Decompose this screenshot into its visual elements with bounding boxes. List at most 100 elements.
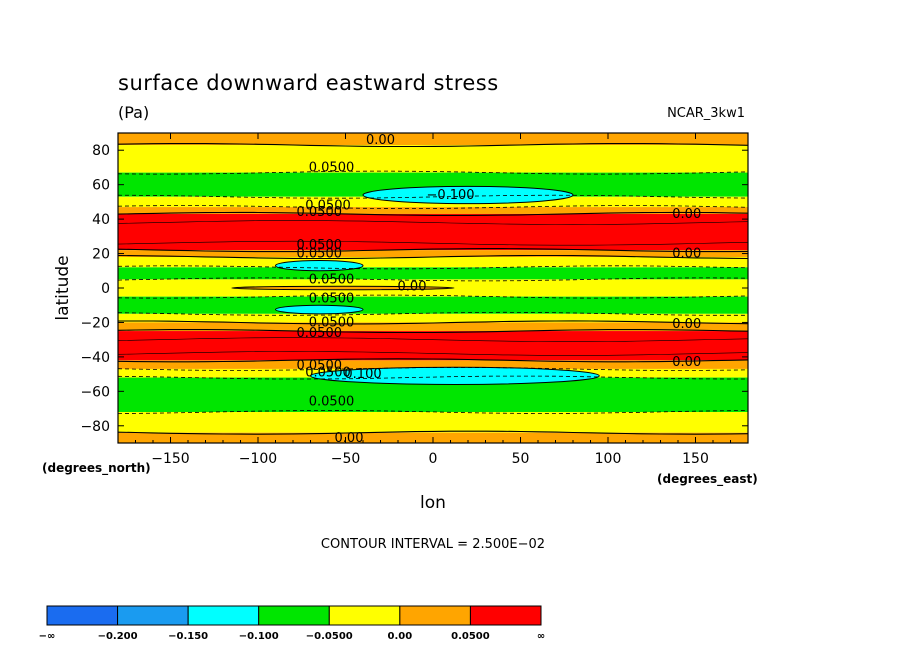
x-tick-label: 100 [595, 451, 622, 467]
contour-band-0 [118, 133, 748, 146]
contour-band-13 [118, 331, 748, 361]
y-tick-label: 20 [92, 247, 110, 263]
contour-line-16 [117, 410, 749, 414]
colorbar-swatch [258, 605, 330, 626]
colorbar-swatch [117, 605, 189, 626]
y-tick-label: 60 [92, 178, 110, 194]
contour-line-5 [117, 248, 749, 253]
contour-line-9 [117, 294, 749, 299]
x-tick-label: 50 [512, 451, 530, 467]
colorbar: −∞ −0.200 −0.150 −0.100 −0.0500 0.00 0.0500 ∞ [39, 605, 545, 642]
contour-label: 0.0500 [305, 365, 351, 380]
contour-band-8 [118, 267, 748, 280]
colorbar-label: −0.200 [98, 631, 138, 642]
colorbar-label: ∞ [537, 631, 545, 642]
contour-line-12 [117, 329, 749, 334]
contour-label: 0.00 [672, 207, 701, 222]
chart-units: (Pa) [118, 103, 149, 122]
contour-line-10 [117, 311, 748, 316]
contour-line-red-1-1 [117, 351, 749, 356]
y-tick-label: 80 [92, 143, 110, 159]
contour-band-11 [118, 313, 748, 323]
contour-line-red-0-1 [117, 240, 749, 246]
contour-band-10 [118, 296, 748, 314]
contour-line-2 [117, 194, 749, 199]
y-tick-label: −60 [80, 384, 110, 400]
contour-label: −0.100 [426, 188, 474, 203]
y-axis-label: latitude [53, 255, 73, 320]
contour-label: 0.0500 [309, 291, 355, 306]
contour-label: 0.0500 [305, 198, 351, 213]
contour-band-14 [118, 360, 748, 369]
contour-patch-1 [275, 259, 364, 272]
x-tick-label: −100 [239, 451, 277, 467]
contour-line-14 [117, 367, 749, 371]
y-units-label: (degrees_north) [42, 461, 151, 476]
y-tick-label: 0 [101, 281, 110, 297]
x-units-label: (degrees_east) [657, 472, 758, 487]
colorbar-swatch [187, 605, 260, 626]
contour-line-4 [117, 211, 749, 216]
contour-line-8 [117, 277, 749, 282]
contour-label: 0.0500 [297, 247, 343, 262]
contour-line-15 [117, 375, 748, 380]
y-tick-label: −80 [80, 419, 110, 435]
x-axis-label: lon [420, 493, 446, 513]
contour-line-7 [117, 265, 749, 270]
y-tick-label: −40 [80, 350, 110, 366]
contour-line-red-0-0 [117, 220, 749, 225]
contour-band-5 [118, 213, 748, 251]
colorbar-swatch [399, 605, 471, 626]
colorbar-label: −0.100 [239, 631, 279, 642]
contour-label: 0.100 [344, 367, 381, 382]
contour-interval-note: CONTOUR INTERVAL = 2.500E−02 [321, 537, 545, 552]
contour-band-7 [118, 257, 748, 268]
contour-patch-2 [275, 304, 364, 315]
y-axis-ticks: 80 60 40 20 0 −20 −40 −60 −80 [80, 143, 748, 435]
colorbar-label: −∞ [39, 631, 56, 642]
contour-label: 0.00 [366, 133, 395, 148]
x-tick-label: −150 [151, 451, 189, 467]
contour-label: 0.0500 [309, 272, 355, 287]
contour-label: 0.0500 [297, 359, 343, 374]
contour-label: 0.0500 [309, 315, 355, 330]
chart-title: surface downward eastward stress [118, 71, 499, 95]
contour-label: 0.00 [672, 247, 701, 262]
colorbar-swatch [328, 605, 401, 626]
contour-label: 0.0500 [309, 160, 355, 175]
x-tick-label: 0 [429, 451, 438, 467]
colorbar-label: 0.0500 [451, 631, 490, 642]
contour-band-4 [118, 207, 748, 214]
contour-line-6 [117, 254, 749, 260]
contour-line-1 [117, 170, 749, 175]
contour-label: 0.00 [672, 317, 701, 332]
contour-line-17 [117, 430, 749, 435]
colorbar-label: 0.00 [388, 631, 413, 642]
contour-band-12 [118, 322, 748, 332]
colorbar-swatch [46, 605, 119, 626]
y-tick-label: −20 [80, 315, 110, 331]
contour-line-13 [117, 358, 749, 363]
colorbar-swatch [469, 605, 542, 626]
y-tick-label: 40 [92, 212, 110, 228]
x-tick-label: −50 [331, 451, 361, 467]
contour-label: 0.00 [398, 279, 427, 294]
contour-band-1 [118, 145, 748, 173]
contour-label: 0.0500 [297, 205, 343, 220]
contour-label: 0.00 [335, 431, 364, 446]
contour-band-17 [118, 412, 748, 433]
contour-line-0 [117, 143, 749, 148]
contour-line-red-1-0 [117, 337, 749, 343]
contour-patch-4 [231, 285, 455, 291]
contour-line-11 [118, 320, 749, 325]
x-axis-ticks: −150 −100 −50 0 50 100 150 [135, 133, 731, 467]
contour-label: 0.0500 [297, 238, 343, 253]
contour-line-3 [117, 205, 749, 209]
contour-label: 0.0500 [309, 395, 355, 410]
contour-band-6 [118, 250, 748, 257]
colorbar-label: −0.0500 [306, 631, 353, 642]
colorbar-label: −0.150 [168, 631, 208, 642]
contour-label: 0.0500 [297, 326, 343, 341]
